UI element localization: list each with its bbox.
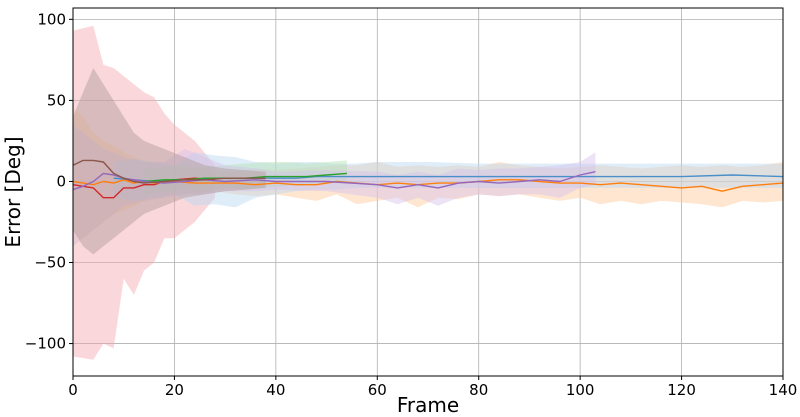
y-tick-label: −100 [25,335,66,353]
error-band-4 [144,160,347,195]
error-band-6 [73,68,266,255]
error-band-3 [113,152,784,208]
y-tick-label: 0 [56,172,66,190]
x-tick-label: 80 [469,381,488,399]
x-axis-label: Frame [397,393,459,417]
x-tick-label: 60 [368,381,387,399]
y-tick-label: −50 [34,254,66,272]
x-tick-label: 0 [68,381,78,399]
x-axis-ticks: 0 20 40 60 80 100 120 140 [68,376,797,399]
x-tick-label: 140 [769,381,798,399]
plot-frame [72,7,784,377]
x-tick-label: 20 [165,381,184,399]
error-band-5 [73,124,596,247]
y-tick-label: 100 [37,10,66,28]
y-axis-ticks: −100 −50 0 50 100 [25,10,73,353]
series-lines [72,159,784,199]
y-tick-label: 50 [47,91,66,109]
mean-line-6 [72,159,266,184]
mean-line-5 [72,171,596,191]
error-band-1 [73,25,215,360]
x-tick-label: 100 [566,381,595,399]
error-band-2 [73,108,783,247]
y-axis-label: Error [Deg] [1,136,25,247]
error-bands [73,25,784,360]
x-tick-label: 120 [667,381,696,399]
x-tick-label: 40 [266,381,285,399]
